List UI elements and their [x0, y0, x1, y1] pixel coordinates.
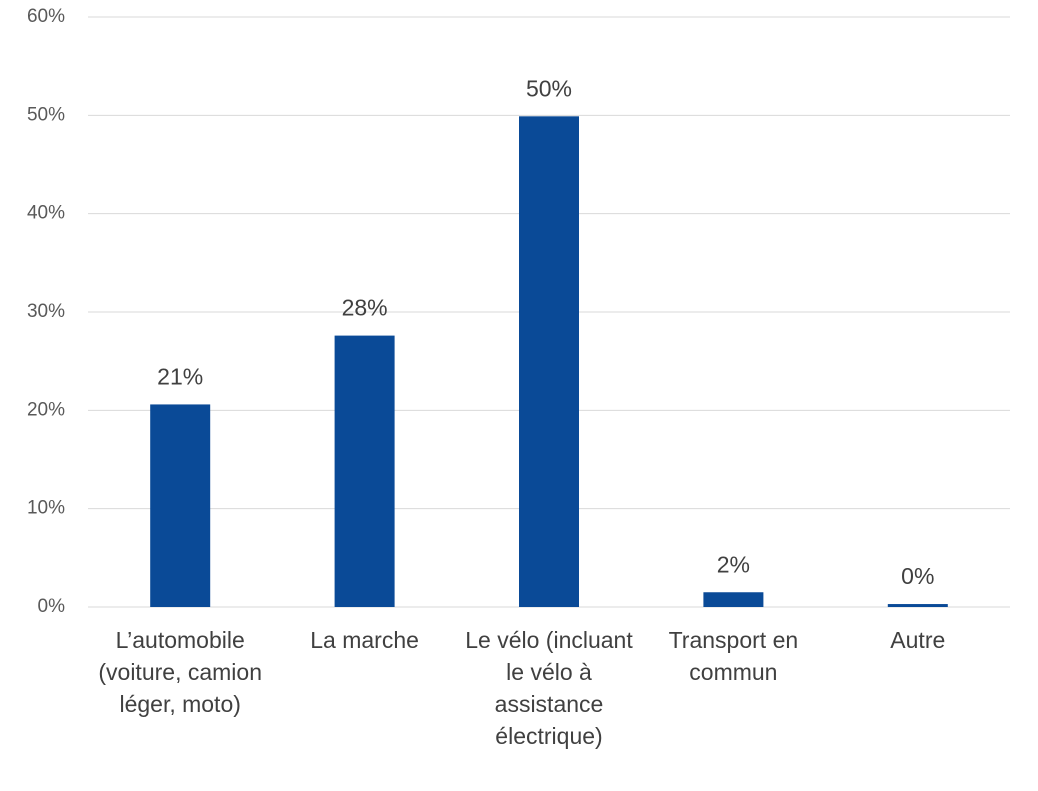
data-label: 0%	[901, 563, 934, 589]
data-label: 21%	[157, 364, 203, 390]
bar	[887, 604, 948, 607]
y-tick-label: 20%	[27, 399, 65, 420]
y-tick-label: 0%	[38, 596, 66, 617]
bar	[519, 116, 579, 608]
x-tick-label: Autre	[890, 627, 946, 653]
bar	[703, 592, 764, 607]
data-label: 2%	[717, 551, 750, 577]
y-tick-label: 10%	[27, 498, 65, 519]
x-tick-label: La marche	[310, 627, 419, 653]
bar	[150, 404, 211, 607]
x-tick-label: Le vélo (incluant le vélo à assistance é…	[465, 627, 633, 749]
x-tick-label: L’automobile (voiture, camion léger, mot…	[98, 627, 262, 717]
y-tick-label: 60%	[27, 6, 65, 27]
data-label: 28%	[342, 295, 388, 321]
y-tick-label: 30%	[27, 301, 65, 322]
y-tick-label: 50%	[27, 104, 65, 125]
x-tick-label: Transport en commun	[668, 627, 799, 685]
data-label: 50%	[526, 75, 572, 101]
y-tick-label: 40%	[27, 203, 65, 224]
bar	[334, 335, 395, 607]
